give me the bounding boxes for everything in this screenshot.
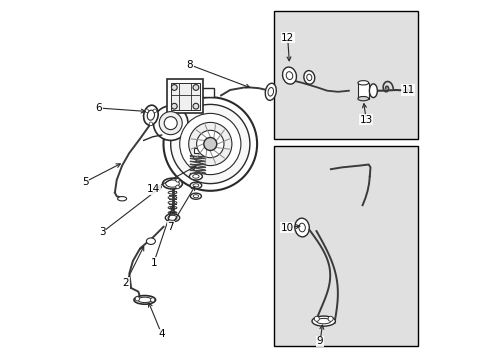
Circle shape	[314, 316, 319, 321]
Ellipse shape	[294, 218, 309, 237]
Circle shape	[150, 298, 155, 302]
Ellipse shape	[316, 318, 330, 324]
Ellipse shape	[165, 214, 179, 222]
Ellipse shape	[147, 110, 154, 120]
Ellipse shape	[311, 316, 335, 326]
Text: 2: 2	[122, 278, 129, 288]
Bar	[170, 83, 199, 110]
Text: 3: 3	[99, 227, 105, 237]
Ellipse shape	[357, 81, 368, 85]
Ellipse shape	[285, 72, 292, 80]
Circle shape	[164, 117, 177, 130]
Bar	[194, 148, 201, 153]
Text: 7: 7	[167, 222, 174, 232]
Circle shape	[171, 103, 177, 109]
Text: 11: 11	[401, 85, 414, 95]
Circle shape	[159, 112, 182, 135]
Ellipse shape	[134, 296, 155, 304]
Circle shape	[203, 138, 216, 150]
Circle shape	[149, 122, 152, 126]
Circle shape	[145, 109, 148, 113]
Circle shape	[327, 316, 332, 321]
Ellipse shape	[298, 223, 305, 232]
Ellipse shape	[138, 297, 151, 302]
Text: 13: 13	[359, 114, 372, 125]
Ellipse shape	[264, 83, 276, 100]
Ellipse shape	[168, 215, 177, 220]
Text: 8: 8	[186, 60, 193, 70]
Ellipse shape	[117, 197, 126, 201]
Circle shape	[171, 85, 177, 90]
Text: 12: 12	[281, 33, 294, 43]
Bar	[357, 83, 368, 99]
Circle shape	[193, 103, 199, 109]
Ellipse shape	[143, 105, 158, 125]
Ellipse shape	[193, 184, 199, 187]
Ellipse shape	[146, 238, 155, 244]
Text: 9: 9	[316, 336, 323, 346]
Ellipse shape	[190, 182, 202, 189]
Ellipse shape	[368, 84, 377, 98]
Circle shape	[196, 130, 224, 158]
Ellipse shape	[303, 71, 314, 84]
Text: 14: 14	[147, 184, 160, 194]
Circle shape	[193, 85, 199, 90]
Circle shape	[153, 106, 187, 140]
Text: 1: 1	[150, 258, 157, 268]
Ellipse shape	[267, 87, 273, 96]
Ellipse shape	[357, 96, 368, 101]
Bar	[197, 88, 213, 97]
Ellipse shape	[282, 67, 296, 84]
Text: 10: 10	[280, 222, 293, 233]
Circle shape	[175, 179, 179, 182]
Ellipse shape	[193, 195, 198, 198]
Circle shape	[179, 113, 241, 175]
Bar	[273, 11, 417, 139]
Text: 6: 6	[95, 103, 102, 113]
Ellipse shape	[189, 173, 202, 180]
Circle shape	[163, 97, 257, 191]
Circle shape	[153, 109, 156, 113]
Text: 4: 4	[158, 329, 164, 339]
Ellipse shape	[165, 180, 179, 187]
Ellipse shape	[163, 178, 182, 189]
Circle shape	[170, 104, 249, 184]
Ellipse shape	[190, 193, 201, 199]
Ellipse shape	[192, 175, 199, 178]
Circle shape	[135, 297, 139, 301]
Circle shape	[175, 185, 179, 189]
Ellipse shape	[306, 74, 311, 81]
Bar	[273, 146, 417, 346]
Circle shape	[188, 122, 231, 166]
Text: 5: 5	[82, 177, 88, 187]
Bar	[167, 79, 203, 113]
